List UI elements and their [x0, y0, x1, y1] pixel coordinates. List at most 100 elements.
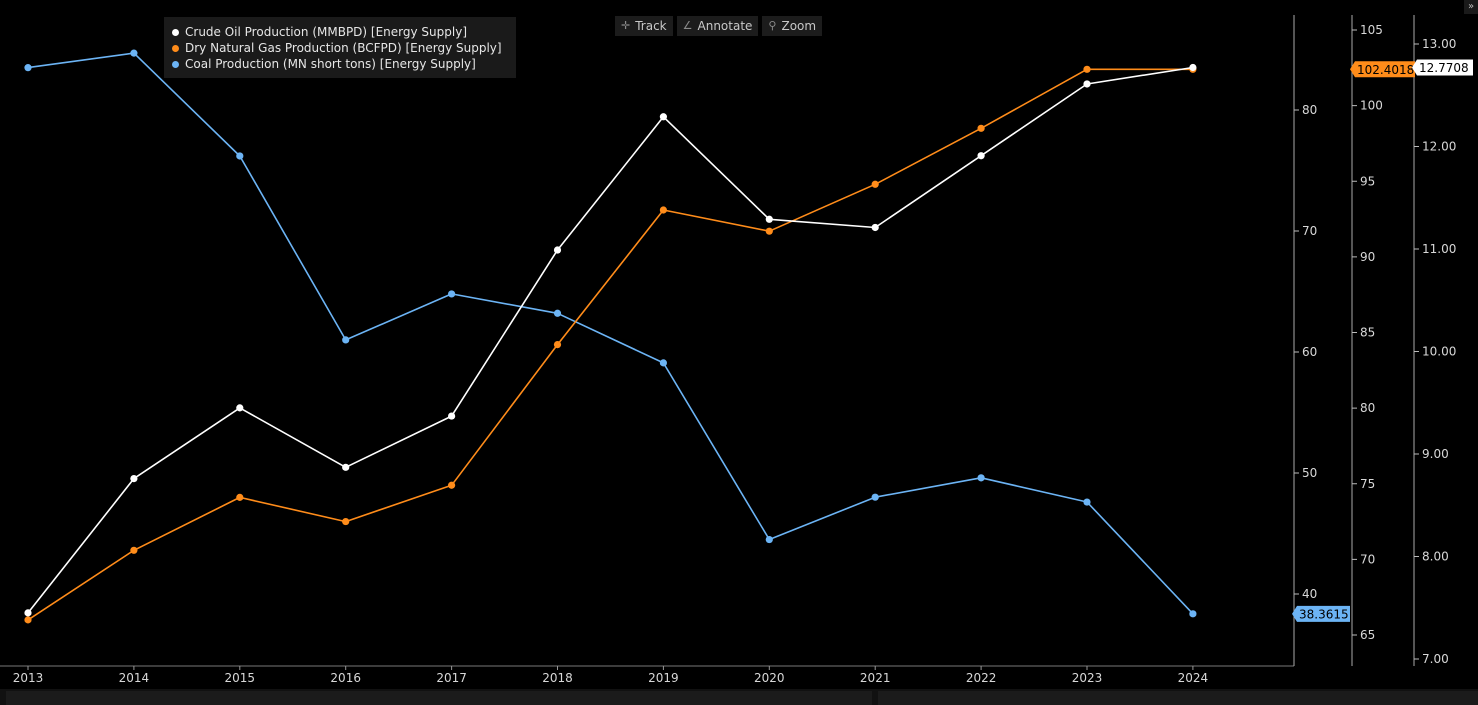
- data-point: [448, 481, 456, 489]
- data-point: [659, 113, 668, 121]
- last-value-tag: [1350, 61, 1415, 78]
- data-point: [553, 246, 562, 254]
- y-tick-label-right3: 12.00: [1422, 140, 1456, 154]
- bottom-scrollbar[interactable]: [0, 689, 1478, 705]
- chart-legend: Crude Oil Production (MMBPD) [Energy Sup…: [164, 17, 516, 78]
- legend-dot-coal: [172, 60, 179, 68]
- data-point: [1083, 65, 1091, 73]
- x-tick-label: 2015: [225, 671, 256, 685]
- legend-item-natural-gas[interactable]: Dry Natural Gas Production (BCFPD) [Ener…: [172, 40, 516, 56]
- last-value-label: 12.7708: [1419, 61, 1469, 75]
- data-point: [236, 404, 244, 412]
- y-tick-label-right3: 10.00: [1422, 345, 1456, 359]
- data-point: [977, 124, 985, 132]
- data-point: [130, 475, 138, 483]
- series-line-1: [27, 68, 1193, 621]
- y-tick-label-right2: 105: [1360, 23, 1383, 37]
- x-tick-label: 2023: [1072, 671, 1103, 685]
- zoom-button[interactable]: ⚲ Zoom: [762, 16, 823, 36]
- x-tick-label: 2022: [966, 671, 997, 685]
- y-tick-label-right1: 60: [1302, 345, 1317, 359]
- legend-item-coal[interactable]: Coal Production (MN short tons) [Energy …: [172, 56, 516, 72]
- data-point: [977, 152, 985, 160]
- data-point: [871, 223, 879, 232]
- data-point: [553, 341, 562, 349]
- data-point: [553, 309, 562, 317]
- y-tick-label-right3: 7.00: [1422, 652, 1449, 666]
- legend-label-crude-oil: Crude Oil Production (MMBPD) [Energy Sup…: [185, 25, 467, 39]
- data-point: [24, 616, 32, 624]
- data-point: [1189, 63, 1197, 72]
- x-tick-label: 2013: [13, 671, 44, 685]
- y-tick-label-right2: 80: [1360, 401, 1375, 415]
- data-point: [342, 517, 350, 526]
- y-tick-label-right3: 8.00: [1422, 550, 1449, 564]
- x-tick-label: 2014: [119, 671, 150, 685]
- x-tick-label: 2020: [754, 671, 785, 685]
- data-point: [448, 412, 456, 420]
- data-point: [871, 180, 879, 188]
- data-point: [236, 493, 244, 501]
- annotate-button[interactable]: ∠ Annotate: [676, 16, 759, 36]
- annotate-label: Annotate: [697, 19, 753, 33]
- x-tick-label: 2024: [1178, 671, 1209, 685]
- data-point: [448, 290, 456, 298]
- magnifier-icon: ⚲: [768, 19, 777, 32]
- data-point: [765, 227, 773, 235]
- legend-label-coal: Coal Production (MN short tons) [Energy …: [185, 57, 476, 71]
- y-tick-label-right1: 40: [1302, 587, 1317, 601]
- y-tick-label-right1: 70: [1302, 224, 1317, 238]
- legend-dot-crude-oil: [172, 28, 179, 36]
- data-point: [342, 463, 350, 471]
- zoom-label: Zoom: [781, 19, 817, 33]
- x-tick-label: 2017: [436, 671, 467, 685]
- series-line-0: [27, 66, 1194, 614]
- last-value-label: 38.3615: [1299, 607, 1349, 621]
- track-label: Track: [635, 19, 667, 33]
- x-tick-label: 2021: [860, 671, 891, 685]
- data-point: [342, 336, 350, 344]
- last-value-tag: [1292, 605, 1350, 622]
- data-point: [659, 359, 668, 367]
- y-tick-label-right1: 50: [1302, 466, 1317, 480]
- scroll-segment-right[interactable]: [878, 691, 1478, 705]
- crosshair-icon: ✛: [621, 19, 631, 32]
- data-point: [24, 609, 32, 617]
- series-line-2: [27, 52, 1194, 615]
- y-tick-label-right2: 90: [1360, 250, 1375, 264]
- data-point: [1189, 610, 1197, 618]
- data-point: [236, 152, 244, 160]
- x-tick-label: 2019: [648, 671, 679, 685]
- y-tick-label-right2: 65: [1360, 628, 1375, 642]
- legend-label-natural-gas: Dry Natural Gas Production (BCFPD) [Ener…: [185, 41, 502, 55]
- last-value-tag: [1412, 59, 1473, 76]
- scroll-segment-left[interactable]: [6, 691, 872, 705]
- track-button[interactable]: ✛ Track: [615, 16, 673, 36]
- y-tick-label-right3: 13.00: [1422, 37, 1456, 51]
- data-point: [977, 474, 985, 482]
- y-tick-label-right1: 80: [1302, 103, 1317, 117]
- data-point: [130, 546, 138, 554]
- data-point: [1083, 80, 1091, 88]
- data-point: [871, 493, 879, 501]
- collapse-button[interactable]: »: [1464, 0, 1478, 14]
- y-tick-label-right2: 100: [1360, 99, 1383, 113]
- x-tick-label: 2018: [542, 671, 573, 685]
- chart-toolbar: ✛ Track ∠ Annotate ⚲ Zoom: [615, 16, 823, 36]
- data-point: [765, 215, 773, 223]
- data-point: [1083, 498, 1091, 506]
- data-point: [24, 64, 32, 72]
- data-point: [130, 49, 138, 57]
- x-tick-label: 2016: [330, 671, 361, 685]
- data-point: [765, 535, 773, 544]
- y-tick-label-right2: 85: [1360, 326, 1375, 340]
- y-tick-label-right2: 70: [1360, 552, 1375, 566]
- y-tick-label-right2: 75: [1360, 477, 1375, 491]
- pencil-icon: ∠: [682, 19, 693, 32]
- data-point: [659, 206, 668, 214]
- y-tick-label-right3: 11.00: [1422, 242, 1456, 256]
- legend-item-crude-oil[interactable]: Crude Oil Production (MMBPD) [Energy Sup…: [172, 24, 516, 40]
- y-tick-label-right3: 9.00: [1422, 447, 1449, 461]
- y-tick-label-right2: 95: [1360, 174, 1375, 188]
